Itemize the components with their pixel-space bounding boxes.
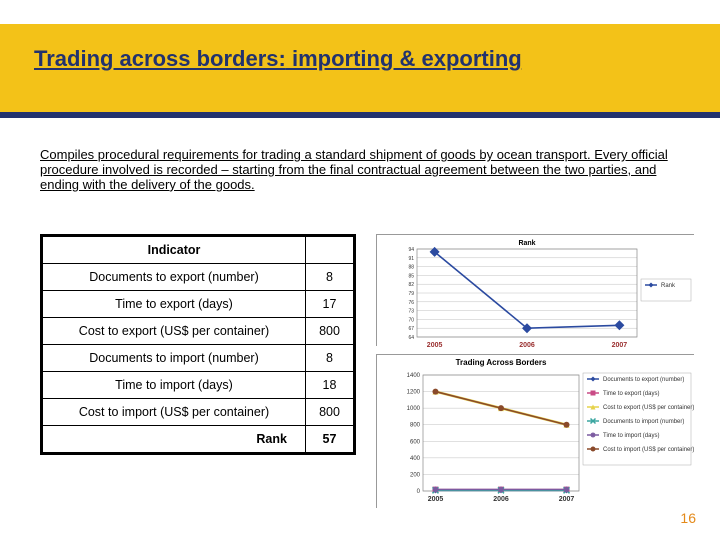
title-bold: Trading across borders: [34,46,286,71]
row-value: 18 [305,372,353,399]
table-row: Time to export (days)17 [43,291,354,318]
row-label: Documents to import (number) [43,345,306,372]
svg-text:67: 67 [408,326,414,332]
svg-text:2005: 2005 [427,342,443,347]
row-label: Time to export (days) [43,291,306,318]
indicator-table: Indicator Documents to export (number)8T… [40,234,356,455]
svg-text:91: 91 [408,256,414,262]
svg-text:94: 94 [408,247,414,253]
row-value: 8 [305,345,353,372]
row-value: 800 [305,399,353,426]
rank-label: Rank [43,426,306,453]
svg-text:2006: 2006 [519,342,535,347]
page-number: 16 [680,510,696,526]
svg-text:1400: 1400 [407,373,421,379]
svg-text:2006: 2006 [493,496,509,503]
svg-text:79: 79 [408,291,414,297]
row-value: 8 [305,264,353,291]
rank-chart: Rank 64 67 70 73 76 79 82 85 88 91 94 2005 2006 2007 Ra… [376,234,694,346]
trading-chart: Trading Across Borders020040060080010001… [376,354,694,508]
svg-text:Cost to import (US$ per contai: Cost to import (US$ per container) [603,447,694,453]
svg-text:2005: 2005 [428,496,444,503]
svg-text:600: 600 [410,439,421,445]
accent-line [0,112,720,118]
table-row: Cost to import (US$ per container)800 [43,399,354,426]
row-value: 17 [305,291,353,318]
page-title: Trading across borders: importing & expo… [34,46,522,72]
svg-text:Rank: Rank [661,283,676,289]
table-row: Documents to import (number)8 [43,345,354,372]
title-rest: importing & exporting [286,46,522,71]
svg-text:2007: 2007 [612,342,628,347]
table-row: Time to import (days)18 [43,372,354,399]
svg-text:Rank: Rank [518,240,535,247]
svg-text:64: 64 [408,335,414,341]
rank-value: 57 [305,426,353,453]
svg-text:1200: 1200 [407,390,421,396]
svg-text:Time to import (days): Time to import (days) [603,433,659,439]
table-header-value [305,237,353,264]
svg-text:Cost to export (US$ per contai: Cost to export (US$ per container) [603,405,694,411]
table-header: Indicator [43,237,306,264]
row-label: Cost to export (US$ per container) [43,318,306,345]
svg-text:400: 400 [410,456,421,462]
svg-text:70: 70 [408,317,414,323]
svg-text:1000: 1000 [407,406,421,412]
svg-text:85: 85 [408,273,414,279]
svg-text:Trading Across Borders: Trading Across Borders [456,358,547,367]
svg-text:Time to export (days): Time to export (days) [603,391,659,397]
description: Compiles procedural requirements for tra… [40,148,680,193]
svg-text:200: 200 [410,472,421,478]
table-header-row: Indicator [43,237,354,264]
svg-text:Documents to import (number): Documents to import (number) [603,419,684,425]
svg-text:2007: 2007 [559,496,575,503]
table-rank-row: Rank 57 [43,426,354,453]
row-label: Time to import (days) [43,372,306,399]
svg-text:76: 76 [408,300,414,306]
row-label: Documents to export (number) [43,264,306,291]
svg-text:88: 88 [408,265,414,271]
svg-text:Documents to export (number): Documents to export (number) [603,377,684,383]
row-label: Cost to import (US$ per container) [43,399,306,426]
description-text: Compiles procedural requirements for tra… [40,147,668,192]
row-value: 800 [305,318,353,345]
table-row: Cost to export (US$ per container)800 [43,318,354,345]
svg-text:82: 82 [408,282,414,288]
svg-text:73: 73 [408,309,414,315]
table-row: Documents to export (number)8 [43,264,354,291]
svg-text:800: 800 [410,423,421,429]
